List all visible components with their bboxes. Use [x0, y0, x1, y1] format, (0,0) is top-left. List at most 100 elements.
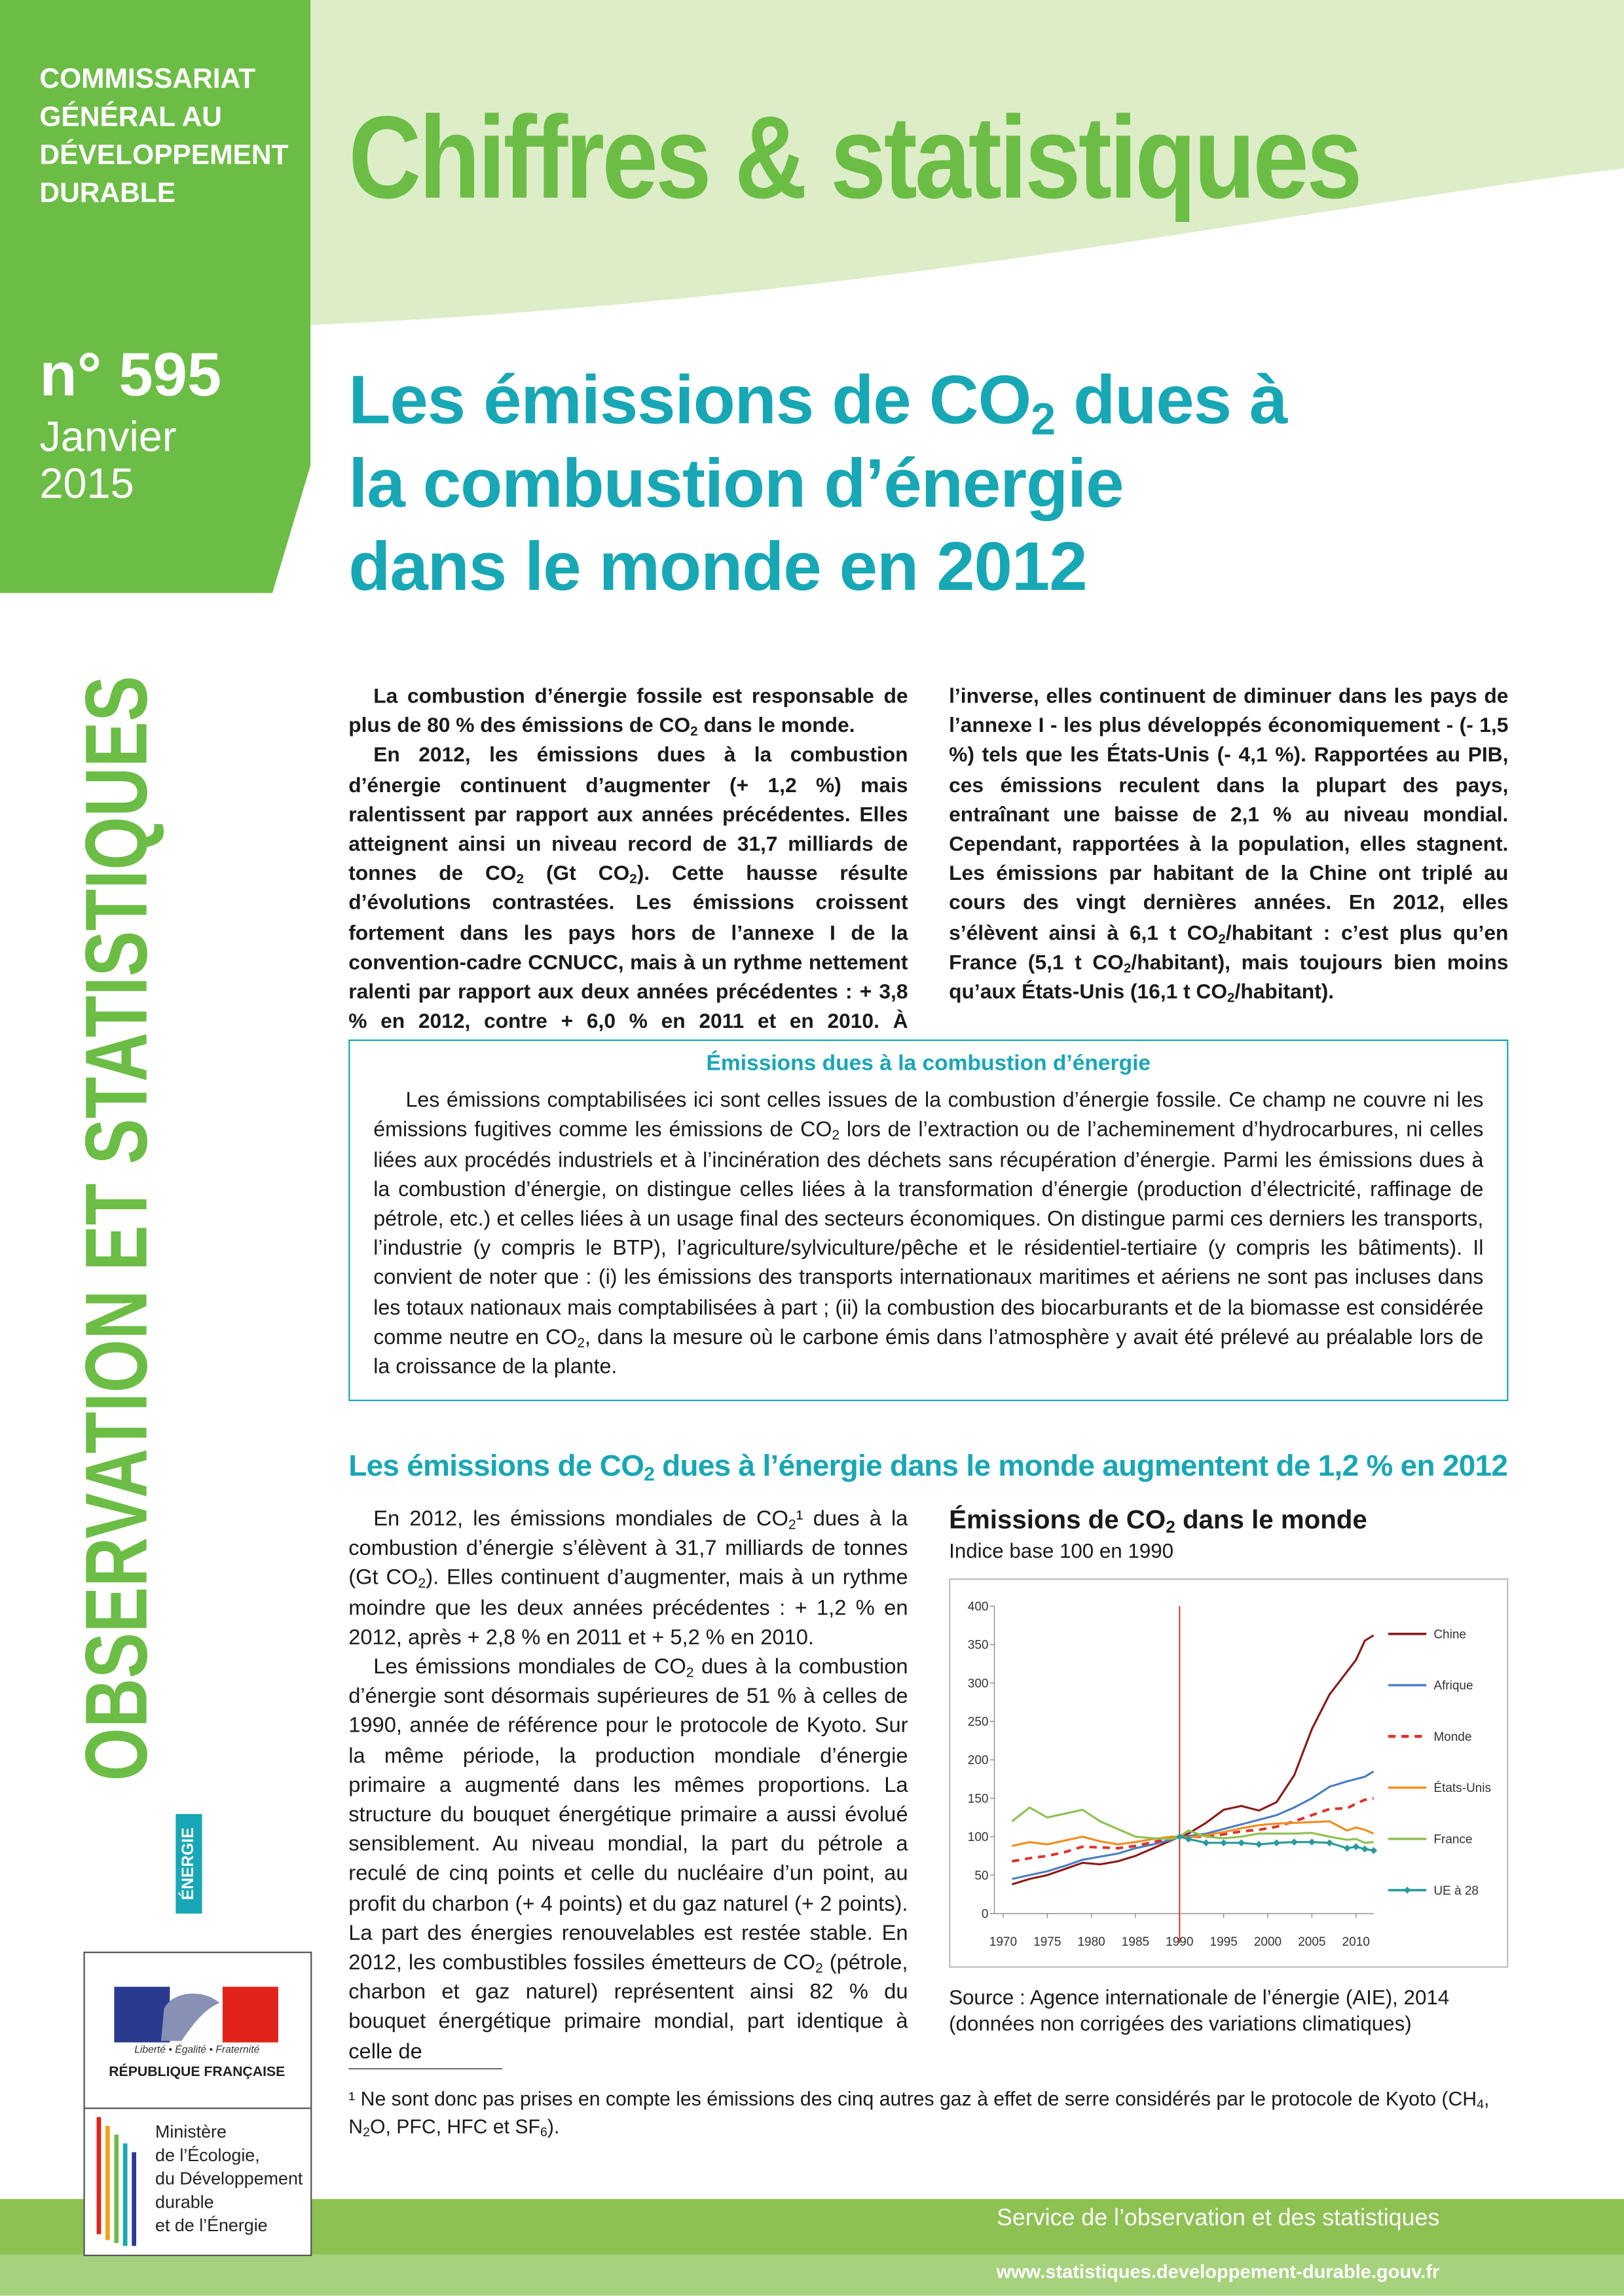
- subscript: 2: [690, 723, 698, 739]
- motto: Liberté • Égalité • Fraternité: [134, 2045, 260, 2056]
- series-line: [1011, 1634, 1375, 1886]
- intro: La combustion d’énergie fossile est resp…: [348, 682, 1508, 1037]
- legend-label: Monde: [1433, 1730, 1471, 1744]
- line: de l’Écologie,: [155, 2145, 260, 2166]
- text-run: ).: [547, 2115, 560, 2138]
- subscript: 2: [644, 1463, 655, 1485]
- text-run: O, PFC, HFC et SF: [369, 2115, 540, 2138]
- subscript: 2: [1227, 990, 1235, 1005]
- x-tick-label: 1975: [1033, 1935, 1061, 1949]
- footer-url[interactable]: www.statistiques.developpement-durable.g…: [996, 2260, 1440, 2283]
- chart-frame: [949, 1578, 1509, 1968]
- text-run: (pétrole, charbon et gaz naturel) représ…: [348, 1952, 908, 2064]
- organization: COMMISSARIAT GÉNÉRAL AU DÉVELOPPEMENT DURAB…: [39, 62, 288, 214]
- text-run: ¹ dues à la combustion d’énergie s’élève…: [348, 1508, 908, 1591]
- x-tick-label: 1985: [1122, 1935, 1149, 1949]
- line: DURABLE: [39, 178, 176, 210]
- chart-source: Source : Agence internationale de l’éner…: [949, 1984, 1449, 2037]
- line: durable: [155, 2191, 214, 2213]
- text-run: En 2012, les émissions mondiales de CO: [373, 1508, 788, 1532]
- series-marker: [1220, 1839, 1228, 1847]
- section-text: En 2012, les émissions mondiales de CO2¹…: [348, 1505, 908, 2067]
- y-tick-label: 0: [982, 1908, 989, 1922]
- subscript: 2: [815, 1961, 823, 1977]
- subscript: 6: [540, 2124, 547, 2140]
- series-title: OBSERVATION ET STATISTIQUES: [67, 676, 166, 1781]
- y-tick-label: 300: [968, 1677, 989, 1690]
- text-run: En 2012, les émissions dues à la combust…: [348, 744, 908, 886]
- issue-date: Janvier 2015: [39, 414, 176, 508]
- subscript: 2: [629, 871, 637, 887]
- legend-label: États-Unis: [1433, 1781, 1491, 1795]
- text-run: /habitant : c’est plus qu’en France (5,1…: [949, 922, 1509, 975]
- ministry: Ministère de l’Écologie, du Développement d…: [155, 2120, 303, 2237]
- subscript: 2: [788, 1517, 796, 1534]
- text-run: dues à la combustion d’énergie sont déso…: [348, 1656, 908, 1975]
- x-tick-label: 1970: [989, 1935, 1017, 1949]
- header-panel: [0, 0, 311, 593]
- y-tick-label: 350: [968, 1639, 989, 1652]
- text-run: dans le monde en 2012: [348, 527, 1087, 605]
- line: COMMISSARIAT: [39, 64, 256, 96]
- title-line: Les émissions de CO2 dues à: [348, 357, 1287, 442]
- series-marker: [1352, 1843, 1360, 1851]
- paragraph: En 2012, les émissions dues à la combust…: [348, 682, 1508, 1037]
- subscript: 2: [1166, 1518, 1175, 1537]
- subscript: 2: [418, 1576, 426, 1593]
- y-tick-label: 50: [974, 1869, 988, 1883]
- line: DÉVELOPPEMENT: [39, 140, 289, 172]
- subscript: 2: [686, 1665, 694, 1682]
- text-run: , N: [348, 2087, 1490, 2138]
- republic: RÉPUBLIQUE FRANÇAISE: [109, 2064, 286, 2081]
- subscript: 2: [1218, 931, 1226, 946]
- legend-marker: [1403, 1886, 1411, 1894]
- box-text: Les émissions comptabilisées ici sont ce…: [373, 1087, 1483, 1383]
- ministry-bar: [122, 2143, 128, 2246]
- footer-strip: [0, 2254, 1624, 2296]
- subscript: 2: [832, 1128, 840, 1143]
- x-tick-label: 2000: [1254, 1935, 1282, 1949]
- chart: 0 50 100 150 200 250 300 350 400 1970 1975 1980 1985…: [949, 1578, 1509, 1968]
- marianne: [160, 1993, 220, 2041]
- subscript: 2: [1031, 394, 1056, 445]
- text-run: , dans la mesure où le carbone émis dans…: [373, 1326, 1484, 1379]
- text-run: /habitant), mais toujours bien moins qu’…: [949, 951, 1509, 1005]
- ministry-bar: [105, 2126, 110, 2240]
- series-line: [1011, 1806, 1374, 1844]
- series-marker: [1291, 1838, 1298, 1846]
- series-line: [1012, 1770, 1375, 1880]
- text-run: dues à l’énergie dans le monde augmenten…: [654, 1449, 1508, 1484]
- line: Source : Agence internationale de l’éner…: [949, 1985, 1450, 2009]
- line: (données non corrigées des variations cl…: [949, 2011, 1412, 2035]
- text-run: Les émissions de CO: [348, 1449, 644, 1484]
- box-title: Émissions dues à la combustion d’énergie: [706, 1051, 1151, 1076]
- line: Ministère: [155, 2121, 227, 2142]
- theme-tag: ÉNERGIE: [175, 1813, 202, 1914]
- legend-label: France: [1433, 1833, 1472, 1847]
- issue-number: n° 595: [39, 339, 222, 409]
- text-run: /habitant).: [1234, 981, 1335, 1005]
- series-marker: [1343, 1844, 1351, 1852]
- series-marker: [1202, 1839, 1210, 1847]
- text-run: ). Cette hausse résulte d’évolutions con…: [348, 685, 1509, 1034]
- line: GÉNÉRAL AU: [39, 102, 222, 134]
- x-tick-label: 1980: [1077, 1935, 1105, 1949]
- x-tick-label: 1995: [1210, 1935, 1238, 1949]
- y-tick-label: 100: [968, 1831, 989, 1844]
- y-tick-label: 150: [968, 1792, 989, 1806]
- series-marker: [1175, 1833, 1183, 1840]
- paragraph: Les émissions mondiales de CO2 dues à la…: [348, 1653, 908, 2068]
- ministry-bar: [96, 2117, 101, 2234]
- title-line: la combustion d’énergie: [348, 441, 1287, 524]
- series-marker: [1255, 1840, 1263, 1848]
- text-run: Les émissions de CO: [348, 360, 1031, 438]
- subscript: 2: [1123, 960, 1132, 975]
- flag-red: [222, 1986, 278, 2043]
- section-heading: Les émissions de CO2 dues à l’énergie da…: [348, 1449, 1508, 1485]
- line: du Développement: [155, 2168, 303, 2189]
- subscript: 2: [363, 2124, 370, 2140]
- footnote: ¹ Ne sont donc pas prises en compte les …: [348, 2085, 1520, 2140]
- paragraph: En 2012, les émissions mondiales de CO2¹…: [348, 1505, 908, 1653]
